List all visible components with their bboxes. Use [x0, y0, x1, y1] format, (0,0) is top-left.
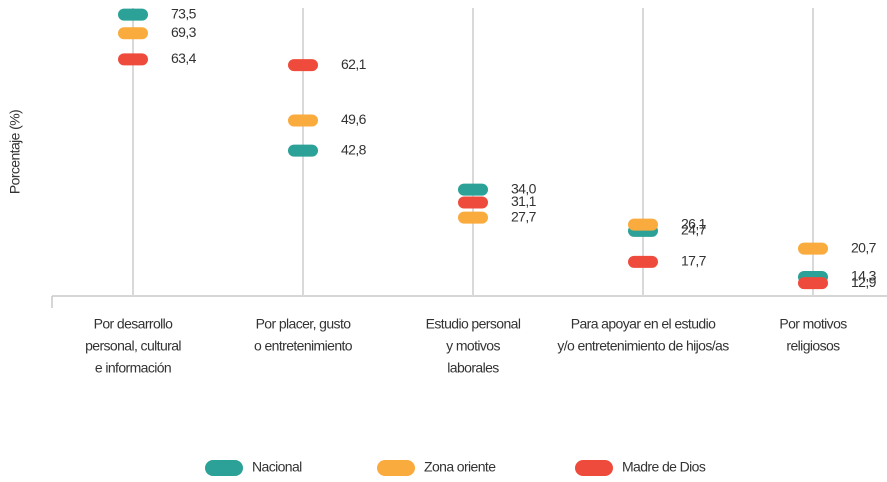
x-tick-label: Por motivos	[779, 316, 847, 332]
value-label: 20,7	[851, 239, 877, 255]
value-label: 62,1	[341, 56, 367, 72]
value-label: 26,1	[681, 215, 707, 231]
value-label: 42,8	[341, 141, 367, 157]
value-label: 49,6	[341, 111, 367, 127]
value-label: 31,1	[511, 193, 537, 209]
value-label: 27,7	[511, 208, 537, 224]
dot-marker	[458, 183, 488, 196]
x-tick-label: o entretenimiento	[254, 338, 353, 354]
x-tick-label: laborales	[447, 360, 499, 376]
dot-marker	[628, 255, 658, 268]
dot-marker	[628, 218, 658, 231]
dot-marker	[118, 27, 148, 40]
dot-marker	[458, 211, 488, 224]
x-tick-label: Estudio personal	[426, 316, 521, 332]
dot-marker	[798, 277, 828, 290]
value-label: 63,4	[171, 50, 197, 66]
legend-swatch	[575, 460, 613, 476]
dot-marker	[458, 196, 488, 209]
dot-marker	[288, 59, 318, 72]
x-tick-label: religiosos	[786, 338, 840, 354]
value-label: 69,3	[171, 24, 197, 40]
x-tick-label: Por placer, gusto	[256, 316, 352, 332]
x-tick-label: e información	[95, 360, 171, 376]
y-axis-label: Porcentaje (%)	[7, 110, 23, 194]
dot-marker	[118, 53, 148, 66]
value-label: 34,0	[511, 180, 537, 196]
legend-swatch	[205, 460, 243, 476]
dot-marker	[288, 114, 318, 127]
x-tick-label: y motivos	[446, 338, 500, 354]
value-label: 14,3	[851, 268, 877, 284]
value-label: 73,5	[171, 5, 197, 21]
dot-marker	[118, 8, 148, 21]
value-label: 12,9	[851, 274, 877, 290]
x-tick-label: Para apoyar en el estudio	[571, 316, 716, 332]
legend-label: Madre de Dios	[622, 459, 706, 475]
dot-marker	[288, 144, 318, 157]
legend-swatch	[377, 460, 415, 476]
x-tick-label: personal, cultural	[85, 338, 181, 354]
x-tick-label: Por desarrollo	[94, 316, 174, 332]
x-tick-label: y/o entretenimiento de hijos/as	[557, 338, 729, 354]
legend-label: Zona oriente	[424, 459, 496, 475]
value-label: 17,7	[681, 253, 707, 269]
dot-marker	[798, 242, 828, 255]
legend-label: Nacional	[252, 459, 302, 475]
value-label: 24,7	[681, 222, 707, 238]
